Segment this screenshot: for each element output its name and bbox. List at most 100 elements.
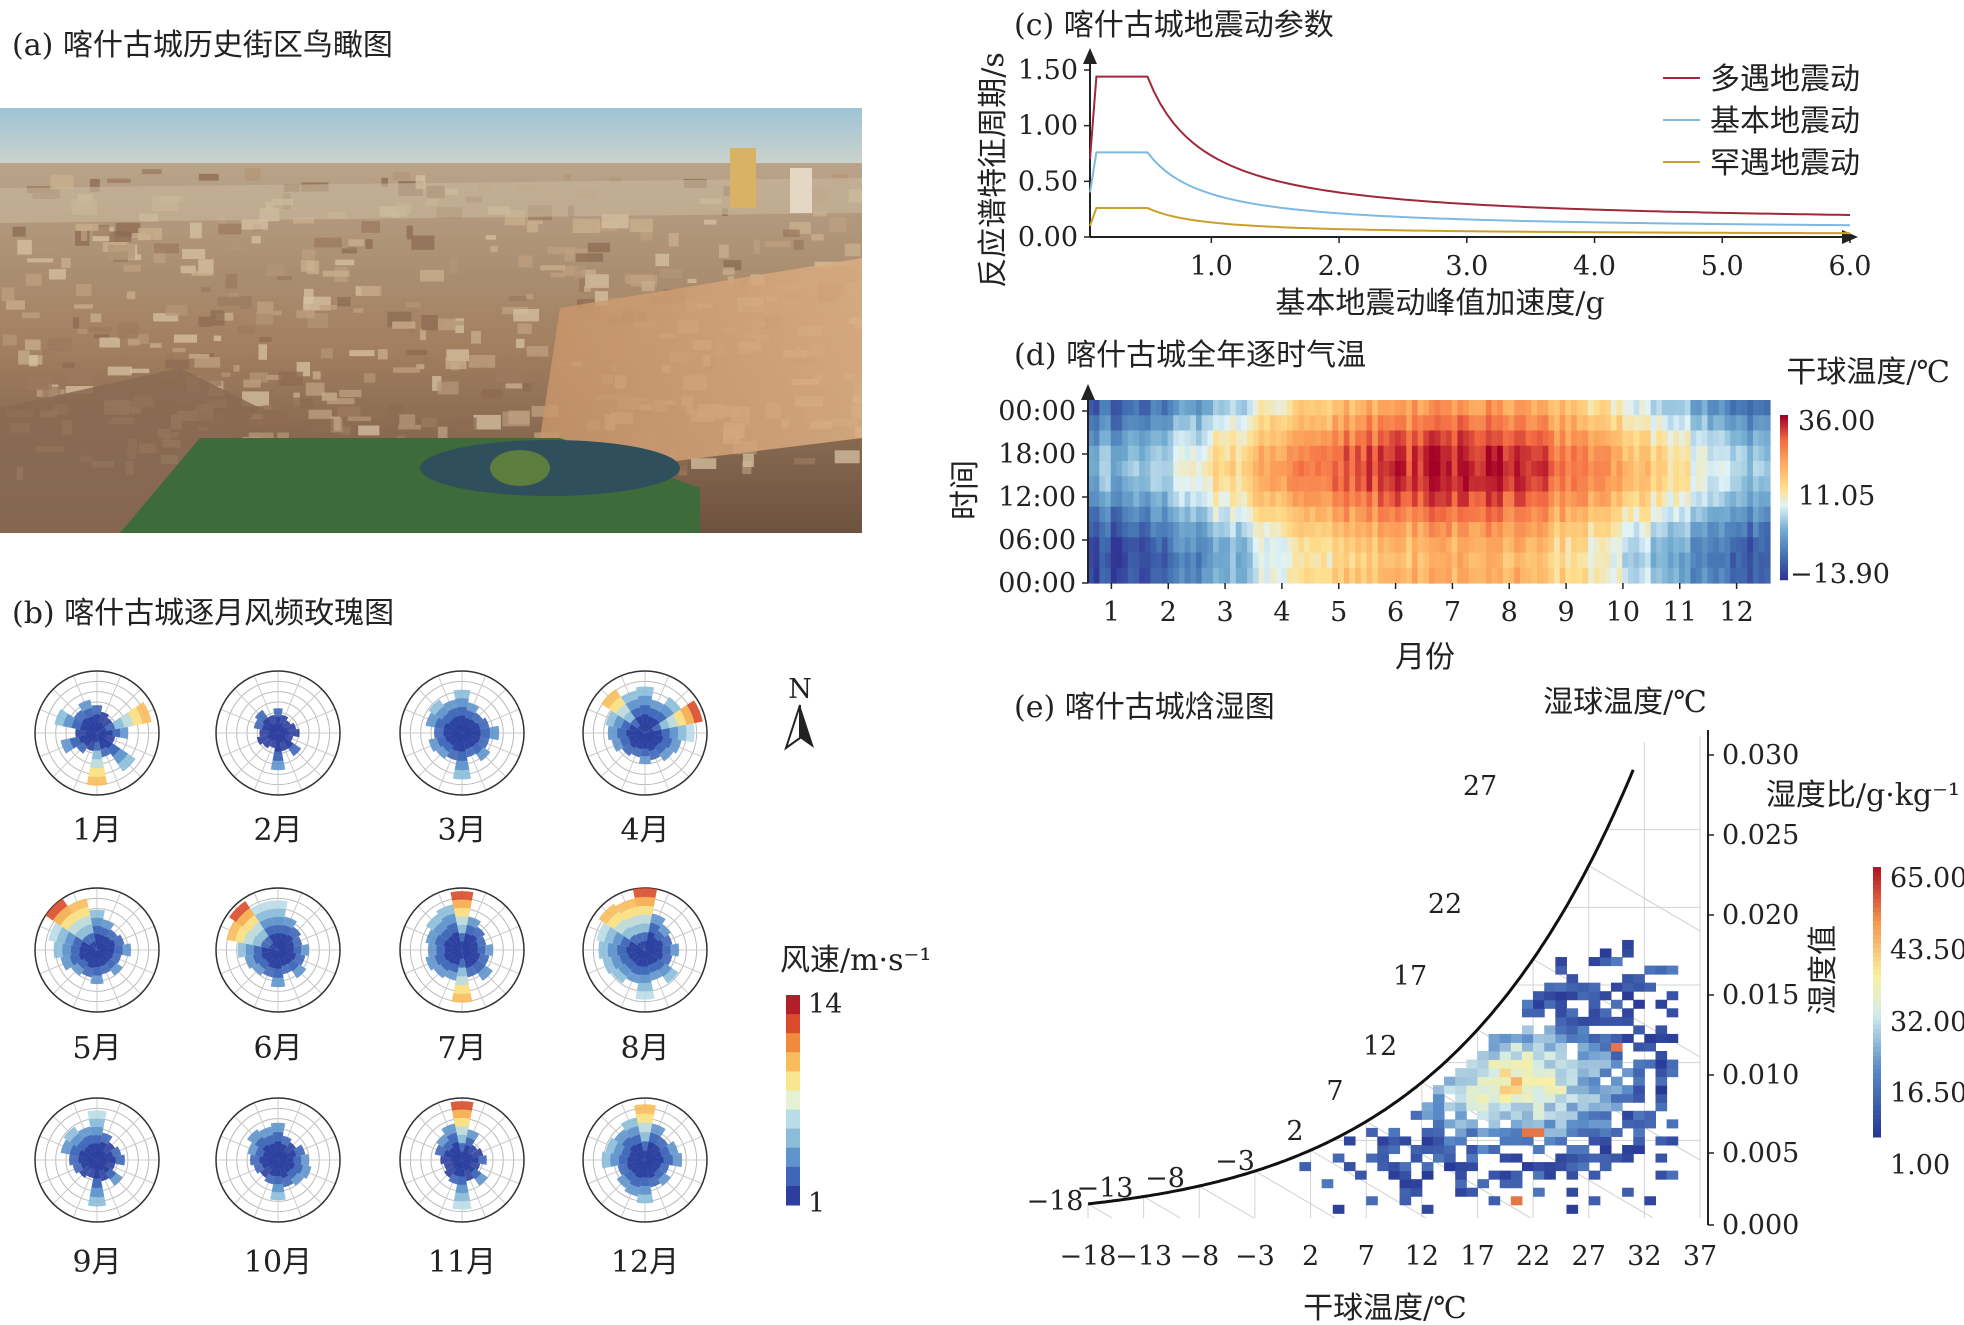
wind-petal [462, 725, 467, 733]
wind-petal [460, 1151, 464, 1160]
heatmap-cell [1309, 537, 1316, 554]
heatmap-cell [1429, 400, 1436, 416]
heatmap-cell [1213, 567, 1220, 584]
heatmap-cell [1639, 445, 1646, 462]
psy-cell [1644, 1110, 1656, 1120]
psy-cell [1544, 982, 1556, 992]
psy-cell [1477, 1179, 1490, 1189]
heatmap-cell [1474, 415, 1481, 432]
heatmap-cell [1383, 430, 1390, 447]
wind-petal [95, 723, 99, 733]
heatmap-cell [1508, 537, 1515, 554]
heatmap-cell [1269, 506, 1277, 523]
psy-cell [1421, 1102, 1434, 1112]
wind-petal [87, 1160, 97, 1170]
heatmap-cell [1167, 461, 1174, 477]
heatmap-cell [1576, 415, 1584, 432]
wind-petal [278, 1160, 284, 1170]
heatmap-cell [1207, 522, 1214, 538]
heatmap-cell [1423, 522, 1430, 538]
saturation-curve [1087, 769, 1635, 1206]
psy-cell [1566, 1085, 1579, 1095]
heatmap-cell [1525, 552, 1532, 569]
heatmap-cell [1343, 506, 1351, 523]
heatmap-cell [1690, 415, 1697, 432]
psy-cell [1366, 1196, 1378, 1206]
heatmap-cell [1463, 415, 1470, 432]
heatmap-cell [1292, 445, 1299, 462]
heatmap-cell [1292, 461, 1299, 477]
wind-petal [641, 932, 649, 950]
wind-petal [626, 729, 645, 737]
psy-cell [1622, 939, 1634, 949]
heatmap-cell [1144, 491, 1152, 508]
heatmap-cell [1383, 537, 1390, 554]
heatmap-cell [1451, 552, 1459, 569]
heatmap-cell [1338, 461, 1345, 477]
heatmap-cell [1559, 522, 1566, 538]
heatmap-x-tick: 9 [1557, 597, 1574, 628]
heatmap-cell [1707, 445, 1714, 462]
heatmap-cell [1207, 430, 1214, 447]
heatmap-cell [1747, 476, 1754, 493]
heatmap-cell [1258, 537, 1265, 554]
psy-cell [1455, 1093, 1467, 1103]
heatmap-cell [1173, 506, 1180, 523]
heatmap-cell [1639, 567, 1646, 584]
heatmap-cell [1667, 491, 1674, 508]
heatmap-cell [1605, 476, 1612, 493]
heatmap-cell [1292, 415, 1299, 432]
heatmap-cell [1701, 506, 1709, 523]
heatmap-cell [1309, 476, 1316, 493]
psy-cell [1499, 1110, 1512, 1120]
heatmap-cell [1508, 552, 1515, 569]
heatmap-cell [1644, 567, 1652, 584]
heatmap-cell [1565, 491, 1572, 508]
heatmap-cell [1764, 567, 1771, 584]
heatmap-cell [1497, 537, 1504, 554]
heatmap-cell [1218, 552, 1225, 569]
heatmap-cell [1366, 491, 1373, 508]
heatmap-cell [1110, 552, 1118, 569]
psy-cell [1577, 1085, 1590, 1095]
heatmap-cell [1741, 522, 1748, 538]
heatmap-cell [1258, 445, 1265, 462]
heatmap-cell [1338, 491, 1345, 508]
heatmap-cell [1264, 415, 1271, 432]
wind-petal [276, 724, 280, 733]
psy-cell [1521, 1059, 1534, 1069]
heatmap-cell [1213, 522, 1220, 538]
psy-colorbar-segment [1873, 1069, 1881, 1075]
heatmap-cell [1281, 567, 1288, 584]
heatmap-cell [1696, 430, 1703, 447]
heatmap-cell [1190, 491, 1197, 508]
heatmap-cell [1184, 415, 1191, 432]
heatmap-cell [1747, 445, 1754, 462]
heatmap-cell [1463, 506, 1470, 523]
heatmap-cell [1440, 476, 1447, 493]
heatmap-cell [1150, 430, 1157, 447]
heatmap-cell [1224, 522, 1231, 538]
psy-cell [1533, 1127, 1545, 1137]
heatmap-cell [1713, 415, 1720, 432]
wind-petal [636, 945, 645, 950]
heatmap-cell [1582, 476, 1589, 493]
wind-petal [643, 941, 647, 950]
heatmap-colorbar-segment [1780, 555, 1788, 559]
wind-petal [462, 950, 472, 956]
wind-petal [455, 726, 462, 733]
heatmap-cell [1440, 567, 1447, 584]
wind-petal [637, 1152, 645, 1160]
heatmap-cell [1275, 476, 1282, 493]
wind-petal [95, 1151, 99, 1160]
psy-cell [1533, 1076, 1545, 1086]
heatmap-x-tick: 7 [1444, 597, 1461, 628]
heatmap-cell [1258, 461, 1265, 477]
psy-colorbar-segment [1873, 907, 1881, 913]
heatmap-cell [1485, 537, 1493, 554]
wind-petal [269, 1160, 278, 1165]
wind-colorbar-segment [786, 1071, 800, 1091]
heatmap-cell [1519, 537, 1527, 554]
psy-colorbar-segment [1873, 1056, 1881, 1061]
heatmap-cell [1554, 506, 1561, 523]
